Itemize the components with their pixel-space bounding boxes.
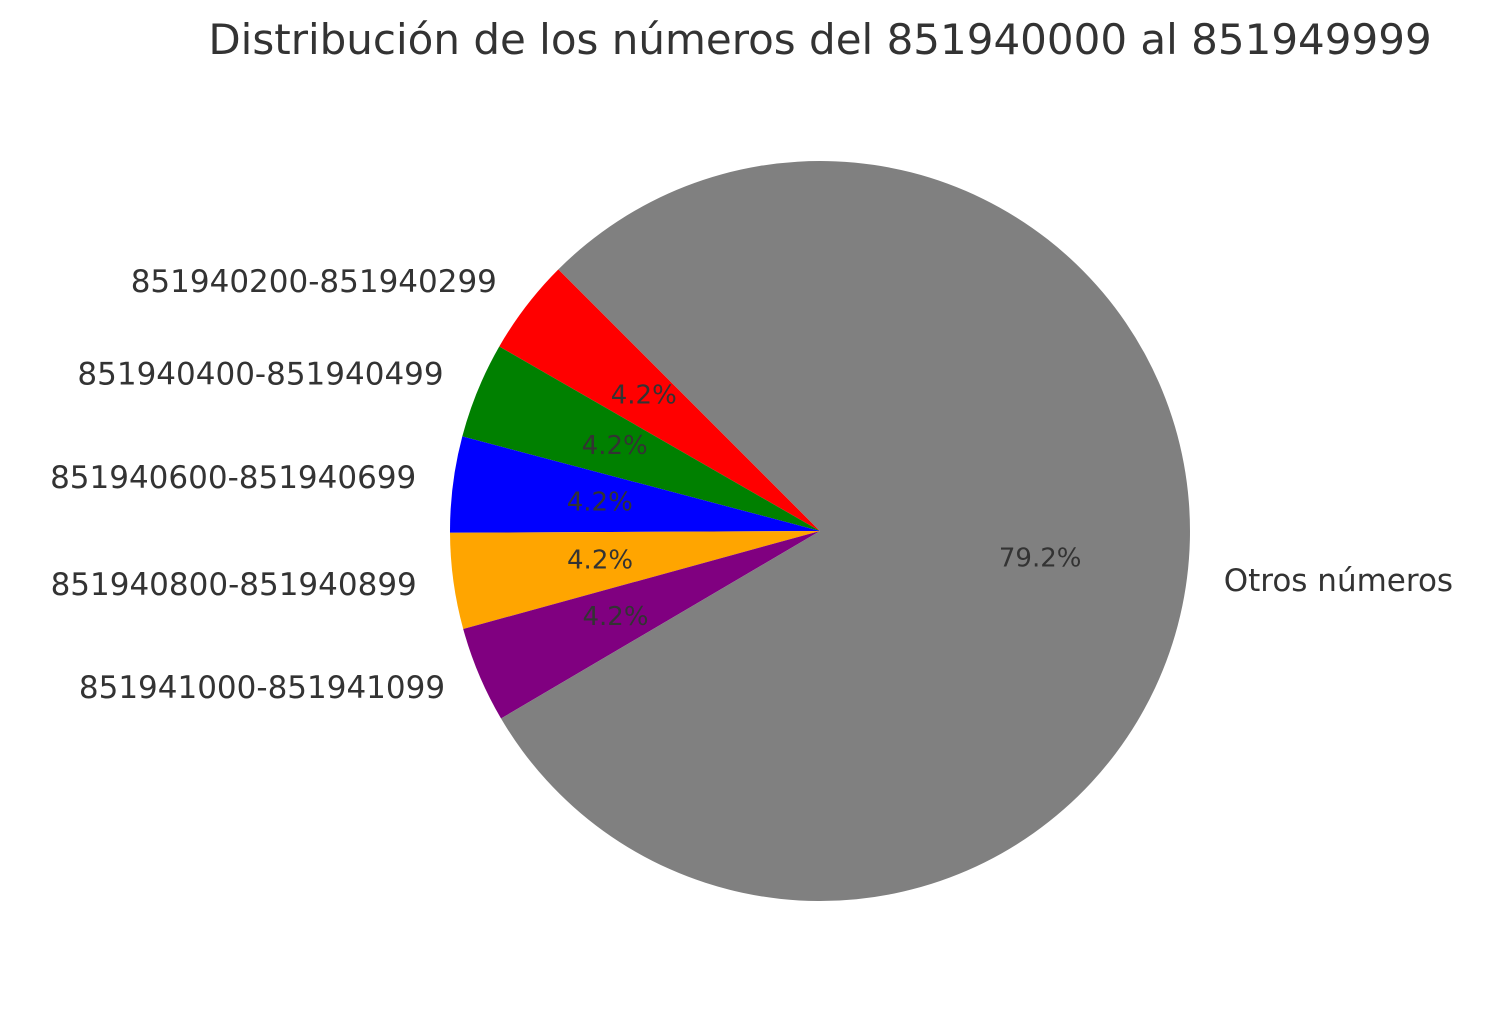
- slice-percent-label: 4.2%: [582, 431, 648, 461]
- slice-label: Otros números: [1224, 563, 1453, 599]
- pie-slices: [449, 161, 1190, 902]
- slice-label: 851940200-851940299: [131, 264, 497, 300]
- chart-title: Distribución de los números del 85194000…: [208, 15, 1431, 64]
- slice-percent-label: 4.2%: [582, 602, 648, 632]
- slice-percent-labels: 4.2% 4.2% 4.2% 4.2% 4.2% 79.2%: [567, 380, 1082, 631]
- pie-slice: [462, 346, 820, 531]
- pie-slice: [463, 531, 820, 719]
- slice-percent-label: 4.2%: [567, 546, 633, 576]
- slice-label: 851940800-851940899: [51, 567, 417, 603]
- slice-label: 851940600-851940699: [50, 460, 416, 496]
- slice-percent-label: 4.2%: [611, 380, 677, 410]
- pie-slice: [450, 531, 820, 629]
- slice-percent-label: 4.2%: [567, 487, 633, 517]
- slice-labels: 851940200-851940299 851940400-851940499 85…: [50, 264, 1453, 706]
- slice-percent-label: 79.2%: [999, 544, 1082, 574]
- slice-label: 851940400-851940499: [77, 357, 443, 393]
- pie-slice: [449, 436, 820, 533]
- pie-slice: [501, 161, 1190, 902]
- slice-label: 851941000-851941099: [79, 670, 445, 706]
- pie-slice: [499, 269, 820, 531]
